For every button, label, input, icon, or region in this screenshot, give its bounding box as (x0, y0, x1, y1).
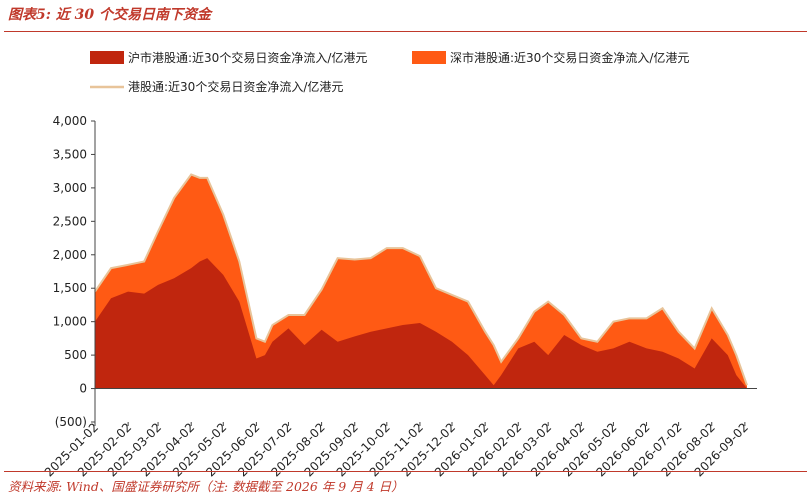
y-tick-label: 4,000 (53, 114, 87, 128)
source-note: 资料来源: Wind、国盛证券研究所（注: 数据截至 2026 年 9 月 4 … (8, 479, 404, 494)
y-tick-label: 2,000 (53, 248, 87, 262)
legend-swatch-sz (412, 51, 446, 64)
y-tick-label: 500 (64, 348, 87, 362)
legend-label-total: 港股通:近30个交易日资金净流入/亿港元 (128, 79, 343, 94)
y-tick-label: 1,500 (53, 281, 87, 295)
y-axis: (500) 0 500 1,000 1,500 2,000 2,500 3,000 3,500 4… (53, 114, 96, 429)
area-shenzhen-connect (95, 174, 747, 389)
y-tick-label: (500) (55, 415, 87, 429)
legend-swatch-sh (90, 51, 124, 64)
legend-label-sz: 深市港股通:近30个交易日资金净流入/亿港元 (450, 50, 689, 65)
y-tick-label: 1,000 (53, 315, 87, 329)
source-divider (4, 471, 807, 472)
y-tick-label: 2,500 (53, 214, 87, 228)
plot-area (94, 173, 748, 389)
legend-label-sh: 沪市港股通:近30个交易日资金净流入/亿港元 (128, 50, 367, 65)
legend: 沪市港股通:近30个交易日资金净流入/亿港元 深市港股通:近30个交易日资金净流… (90, 50, 689, 94)
line-total-connect (94, 173, 748, 386)
y-tick-label: 0 (79, 382, 87, 396)
y-tick-label: 3,500 (53, 147, 87, 161)
title-divider (4, 31, 807, 32)
area-shanghai-connect (95, 258, 747, 389)
y-tick-label: 3,000 (53, 181, 87, 195)
x-axis: 2025-01-022025-02-022025-03-022025-04-02… (42, 388, 757, 479)
figure-title: 图表5: 近 30 个交易日南下资金 (8, 7, 212, 23)
